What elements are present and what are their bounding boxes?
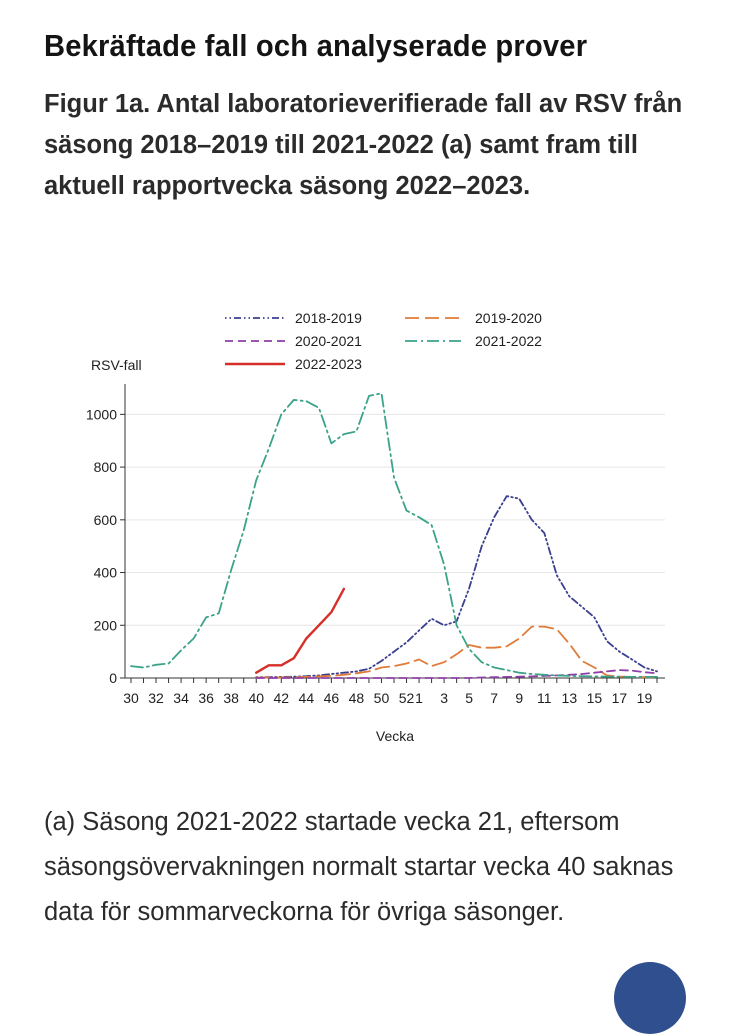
x-tick-label: 13 [562, 690, 578, 706]
legend-label: 2019-2020 [475, 310, 542, 326]
x-axis-title: Vecka [376, 728, 414, 744]
x-tick-label: 32 [148, 690, 164, 706]
y-axis-title: RSV-fall [91, 357, 142, 373]
x-tick-label: 34 [173, 690, 189, 706]
x-tick-label: 15 [587, 690, 603, 706]
y-tick-label: 200 [94, 617, 118, 633]
x-tick-label: 48 [349, 690, 365, 706]
x-tick-label: 9 [515, 690, 523, 706]
x-tick-label: 17 [612, 690, 628, 706]
x-tick-label: 42 [273, 690, 289, 706]
x-tick-label: 1 [415, 690, 423, 706]
legend-label: 2020-2021 [295, 333, 362, 349]
rsv-line-chart: 0 200 400 600 800 1000 30 32 34 36 38 40 42 44 46 48 50 5… [86, 310, 665, 744]
x-tick-label: 3 [440, 690, 448, 706]
legend-label: 2021-2022 [475, 333, 542, 349]
figure-caption: Figur 1a. Antal laboratorieverifierade f… [44, 90, 683, 200]
legend-label: 2022-2023 [295, 356, 362, 372]
x-tick-label: 30 [123, 690, 139, 706]
series-line-2018-2019 [255, 495, 658, 679]
y-tick-label: 0 [109, 670, 117, 686]
chart-card: 0 200 400 600 800 1000 30 32 34 36 38 40 42 44 46 48 50 5… [43, 278, 705, 758]
x-tick-label: 50 [374, 690, 390, 706]
y-tick-label: 400 [94, 565, 118, 581]
x-tick-label: 19 [637, 690, 653, 706]
y-tick-label: 600 [94, 512, 118, 528]
x-tick-label: 11 [537, 690, 552, 706]
scroll-top-button[interactable] [614, 962, 686, 1034]
x-tick-label: 40 [248, 690, 264, 706]
x-tick-label: 36 [198, 690, 214, 706]
x-tick-label: 38 [223, 690, 239, 706]
y-tick-label: 800 [94, 459, 118, 475]
x-tick-label: 5 [465, 690, 473, 706]
section-heading: Bekräftade fall och analyserade prover [44, 28, 588, 63]
x-tick-label: 7 [490, 690, 498, 706]
y-tick-label: 1000 [86, 406, 117, 422]
series-line-2019-2020 [255, 625, 658, 679]
footnote: (a) Säsong 2021-2022 startade vecka 21, … [44, 808, 674, 926]
series-line-2020-2021 [255, 669, 658, 679]
x-tick-label: 52 [399, 690, 415, 706]
x-tick-label: 46 [324, 690, 340, 706]
legend-label: 2018-2019 [295, 310, 362, 326]
series-line-2021-2022 [130, 392, 658, 678]
series-line-2022-2023 [254, 587, 346, 674]
x-tick-label: 44 [299, 690, 315, 706]
